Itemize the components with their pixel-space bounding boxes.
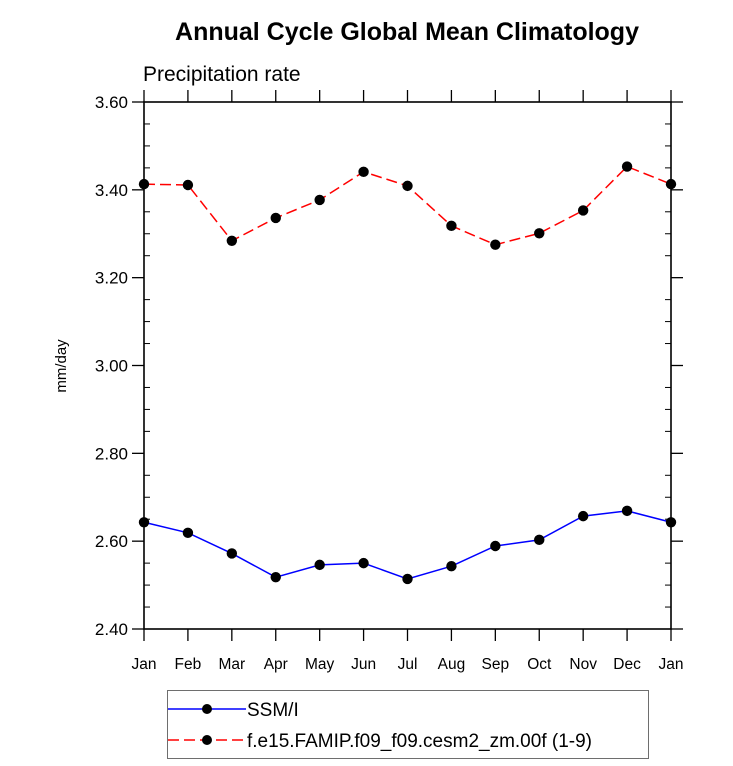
x-tick-label: Oct [527, 656, 552, 673]
data-point [490, 540, 501, 552]
y-axis-label: mm/day [53, 339, 70, 393]
y-tick-label: 3.60 [95, 93, 128, 112]
legend: SSM/I f.e15.FAMIP.f09_f09.cesm2_zm.00f (… [167, 690, 649, 759]
x-tick-label: Jan [132, 656, 157, 673]
data-point [665, 517, 677, 528]
data-point [446, 560, 457, 572]
y-tick-label: 3.00 [95, 357, 128, 376]
data-point [446, 220, 457, 232]
x-tick-label: Dec [613, 656, 641, 673]
legend-label-model: f.e15.FAMIP.f09_f09.cesm2_zm.00f (1-9) [247, 731, 592, 752]
data-point [314, 194, 325, 206]
x-tick-label: Feb [175, 656, 202, 673]
y-tick-label: 2.60 [95, 532, 128, 551]
chart-title: Annual Cycle Global Mean Climatology [175, 18, 639, 46]
data-point [577, 510, 589, 522]
legend-marker-model [202, 735, 212, 745]
y-tick-label: 2.40 [95, 620, 128, 639]
series-model [138, 161, 677, 250]
x-tick-label: Nov [569, 656, 597, 673]
x-tick-label: Sep [482, 656, 510, 673]
data-point [621, 505, 633, 517]
series-line [143, 510, 672, 580]
data-point [402, 180, 413, 192]
data-point [226, 235, 238, 246]
x-tick-label: Jun [351, 656, 376, 673]
data-point [665, 178, 677, 190]
data-point [534, 534, 545, 546]
data-point [358, 166, 369, 178]
series-line [143, 165, 672, 246]
chart-subtitle: Precipitation rate [143, 63, 301, 86]
data-point [270, 212, 281, 224]
x-tick-label: Apr [264, 656, 288, 673]
y-tick-label: 3.20 [95, 269, 128, 288]
data-point [138, 178, 150, 190]
data-point [182, 179, 194, 191]
y-tick-label: 3.40 [95, 181, 128, 200]
data-point [402, 573, 413, 585]
data-point [358, 557, 369, 569]
x-tick-label: Jan [659, 656, 684, 673]
data-point [314, 559, 325, 571]
data-point [534, 228, 545, 239]
data-point [621, 161, 633, 172]
data-point [577, 205, 589, 216]
data-point [226, 548, 238, 559]
y-tick-label: 2.80 [95, 444, 128, 463]
data-point [182, 527, 194, 539]
series-ssmi [138, 505, 677, 585]
series-layer [138, 161, 677, 585]
legend-label-ssmi: SSM/I [247, 700, 299, 721]
axes: 2.40 2.60 2.80 3.00 3.20 3.40 3.60 Jan Feb Mar Apr… [95, 90, 684, 673]
data-point [490, 239, 501, 250]
x-tick-label: Aug [438, 656, 466, 673]
x-tick-label: Mar [218, 656, 245, 673]
legend-box [167, 690, 649, 759]
x-tick-label: Jul [398, 656, 418, 673]
data-point [270, 571, 281, 583]
legend-marker-ssmi [202, 704, 212, 714]
data-point [138, 517, 150, 528]
x-tick-label: May [305, 656, 335, 673]
